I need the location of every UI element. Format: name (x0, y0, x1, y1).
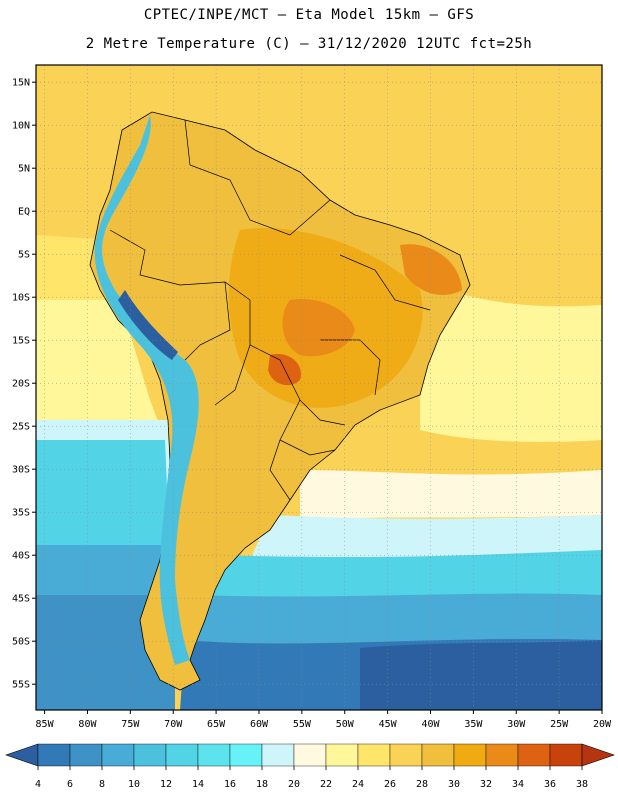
legend-swatch (133, 743, 167, 767)
legend-arrow-left (5, 743, 39, 767)
country-borders (109, 119, 431, 501)
legend-swatch (197, 743, 231, 767)
longitude-label: 75W (121, 719, 140, 730)
longitude-label: 50W (336, 719, 355, 730)
map-title-line-2: 2 Metre Temperature (C) – 31/12/2020 12U… (85, 36, 533, 52)
ocean-band-atlantic-colder (190, 593, 602, 650)
longitude-label: 80W (78, 719, 97, 730)
latitude-label: EQ (18, 207, 30, 218)
legend-swatch (421, 743, 455, 767)
latitude-label: 30S (12, 465, 30, 476)
longitude-label: 85W (36, 719, 55, 730)
legend-value-label: 4 (35, 779, 41, 790)
latitude-label: 20S (12, 379, 30, 390)
legend-value-label: 28 (416, 779, 428, 790)
andes-coldest-peaks (118, 290, 178, 360)
legend-swatch (69, 743, 103, 767)
longitude-labels: 85W 80W 75W 70W 65W 60W 55W 50W 45W 40W 35W 30W 25W 2… (36, 710, 612, 730)
longitude-label: 55W (293, 719, 312, 730)
andes-cold-strip (94, 115, 199, 665)
legend-value-label: 34 (512, 779, 524, 790)
latitude-label: 10N (12, 121, 30, 132)
legend-arrow-right (581, 743, 615, 767)
legend-value-label: 30 (448, 779, 460, 790)
legend-value-label: 8 (99, 779, 105, 790)
latitude-label: 45S (12, 594, 30, 605)
legend-value-label: 16 (224, 779, 236, 790)
latitude-label: 40S (12, 551, 30, 562)
legend-swatch (293, 743, 327, 767)
latitude-label: 25S (12, 422, 30, 433)
legend-value-label: 38 (576, 779, 588, 790)
longitude-label: 35W (464, 719, 483, 730)
latitude-label: 15N (12, 78, 30, 89)
latitude-label: 15S (12, 336, 30, 347)
legend-value-label: 12 (160, 779, 172, 790)
latitude-labels: 15N 10N 5N EQ 5S 10S 15S 20S 25S 30S 35S 40S 45S 50S 5… (12, 78, 36, 691)
legend-swatch (485, 743, 519, 767)
legend-value-label: 32 (480, 779, 492, 790)
legend-swatch (453, 743, 487, 767)
longitude-label: 45W (379, 719, 398, 730)
longitude-label: 60W (250, 719, 269, 730)
latitude-label: 5N (18, 164, 30, 175)
longitude-label: 70W (164, 719, 183, 730)
ocean-band-pacific-mid (36, 300, 165, 450)
ocean-band-pacific-cold (36, 440, 170, 560)
land-northeast-hot (400, 244, 462, 295)
legend-swatch (389, 743, 423, 767)
ocean-band-far-south (360, 640, 602, 710)
legend-swatch (549, 743, 583, 767)
legend-value-label: 20 (288, 779, 300, 790)
latitude-label: 55S (12, 680, 30, 691)
legend-value-label: 24 (352, 779, 364, 790)
legend-value-label: 6 (67, 779, 73, 790)
legend-swatch (165, 743, 199, 767)
longitude-label: 40W (421, 719, 440, 730)
legend-swatch (357, 743, 391, 767)
legend-value-label: 14 (192, 779, 204, 790)
ocean-band-atlantic-cold (205, 550, 602, 600)
legend-swatch (101, 743, 135, 767)
ocean-band-atlantic-light (300, 470, 602, 520)
map-field (36, 65, 602, 710)
map-title-line-1: CPTEC/INPE/MCT – Eta Model 15km – GFS (143, 7, 475, 23)
longitude-label: 20W (593, 719, 612, 730)
longitude-label: 30W (507, 719, 526, 730)
legend-value-label: 10 (128, 779, 140, 790)
map-frame (35, 64, 603, 711)
longitude-label: 25W (550, 719, 569, 730)
legend-swatch (229, 743, 263, 767)
legend-swatch (517, 743, 551, 767)
land-hottest-zone (282, 299, 355, 357)
latitude-label: 10S (12, 293, 30, 304)
legend-swatch (325, 743, 359, 767)
legend-value-label: 26 (384, 779, 396, 790)
legend-value-label: 36 (544, 779, 556, 790)
legend-value-label: 22 (320, 779, 332, 790)
legend-swatch (37, 743, 71, 767)
legend-value-label: 18 (256, 779, 268, 790)
latitude-label: 50S (12, 637, 30, 648)
longitude-label: 65W (207, 719, 226, 730)
latitude-label: 35S (12, 508, 30, 519)
latitude-label: 5S (18, 250, 30, 261)
legend-swatch (261, 743, 295, 767)
color-legend: 4 6 8 10 12 14 16 18 20 22 24 26 28 30 32 34 36 38 (5, 743, 615, 790)
ocean-band-atlantic-cool (250, 515, 602, 560)
ocean-band-atlantic-mid (420, 280, 602, 442)
